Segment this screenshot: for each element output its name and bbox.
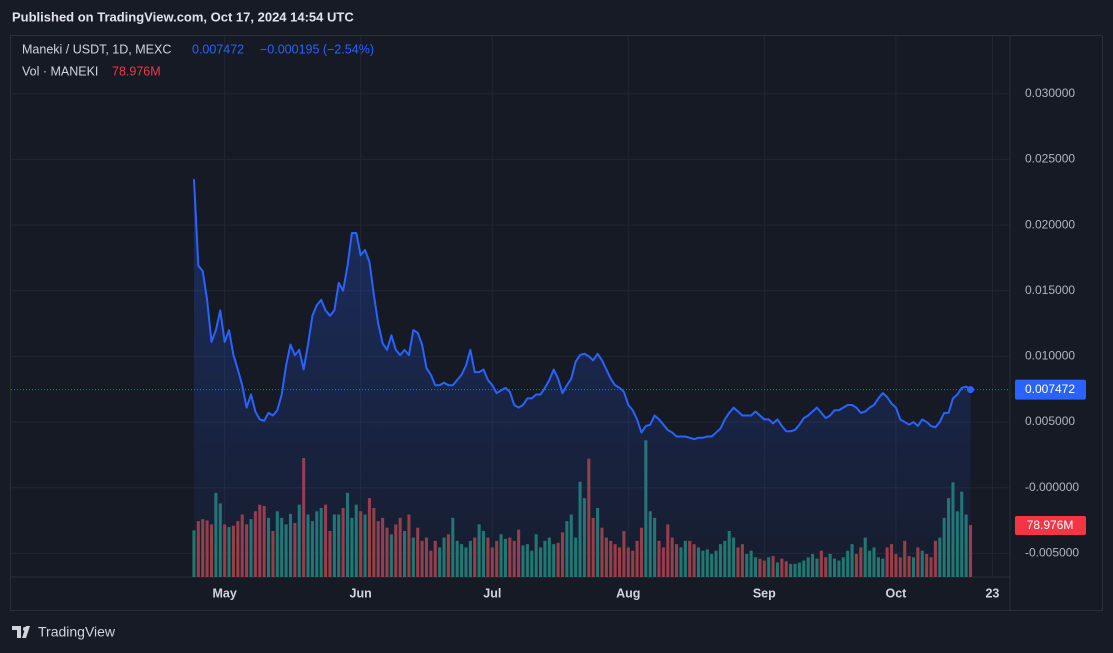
y-tick-label: -0.005000	[1025, 546, 1079, 560]
volume-tag	[1015, 516, 1086, 535]
x-tick-label: Aug	[616, 586, 640, 600]
y-tick-label: 0.010000	[1025, 349, 1075, 363]
brand-logo	[12, 626, 30, 638]
x-tick-label: May	[212, 586, 236, 600]
x-tick-label: Jun	[350, 586, 372, 600]
grid	[11, 36, 1010, 577]
x-tick-label: Jul	[483, 586, 501, 600]
last-price: 0.007472	[192, 42, 244, 56]
last-point	[967, 386, 975, 394]
x-tick-label: Sep	[753, 586, 776, 600]
symbol: Maneki / USDT, 1D, MEXC	[22, 42, 171, 56]
y-tick-label: -0.000000	[1025, 480, 1079, 494]
y-tick-label: 0.005000	[1025, 414, 1075, 428]
volume-bar	[968, 525, 973, 577]
price-tag	[1015, 379, 1086, 400]
price-line	[192, 179, 972, 441]
volume-value: 78.976M	[112, 64, 161, 78]
logo-dot	[23, 627, 27, 631]
volume-name: Vol · MANEKI	[22, 64, 98, 78]
published-note: Published on TradingView.com, Oct 17, 20…	[12, 9, 354, 24]
x-tick-label: Oct	[886, 586, 908, 600]
volume-tag-label: 78.976M	[1027, 518, 1074, 532]
y-tick-label: 0.020000	[1025, 217, 1075, 231]
price-area-fill	[193, 179, 971, 577]
y-tick-label: 0.030000	[1025, 86, 1075, 100]
x-tick-label: 23	[985, 586, 999, 600]
price-area	[193, 179, 971, 577]
y-tick-label: 0.015000	[1025, 283, 1075, 297]
brand-name: TradingView	[38, 624, 116, 640]
price-change: −0.000195 (−2.54%)	[260, 42, 374, 56]
price-tag-label: 0.007472	[1025, 382, 1075, 396]
y-tick-label: 0.025000	[1025, 152, 1075, 166]
